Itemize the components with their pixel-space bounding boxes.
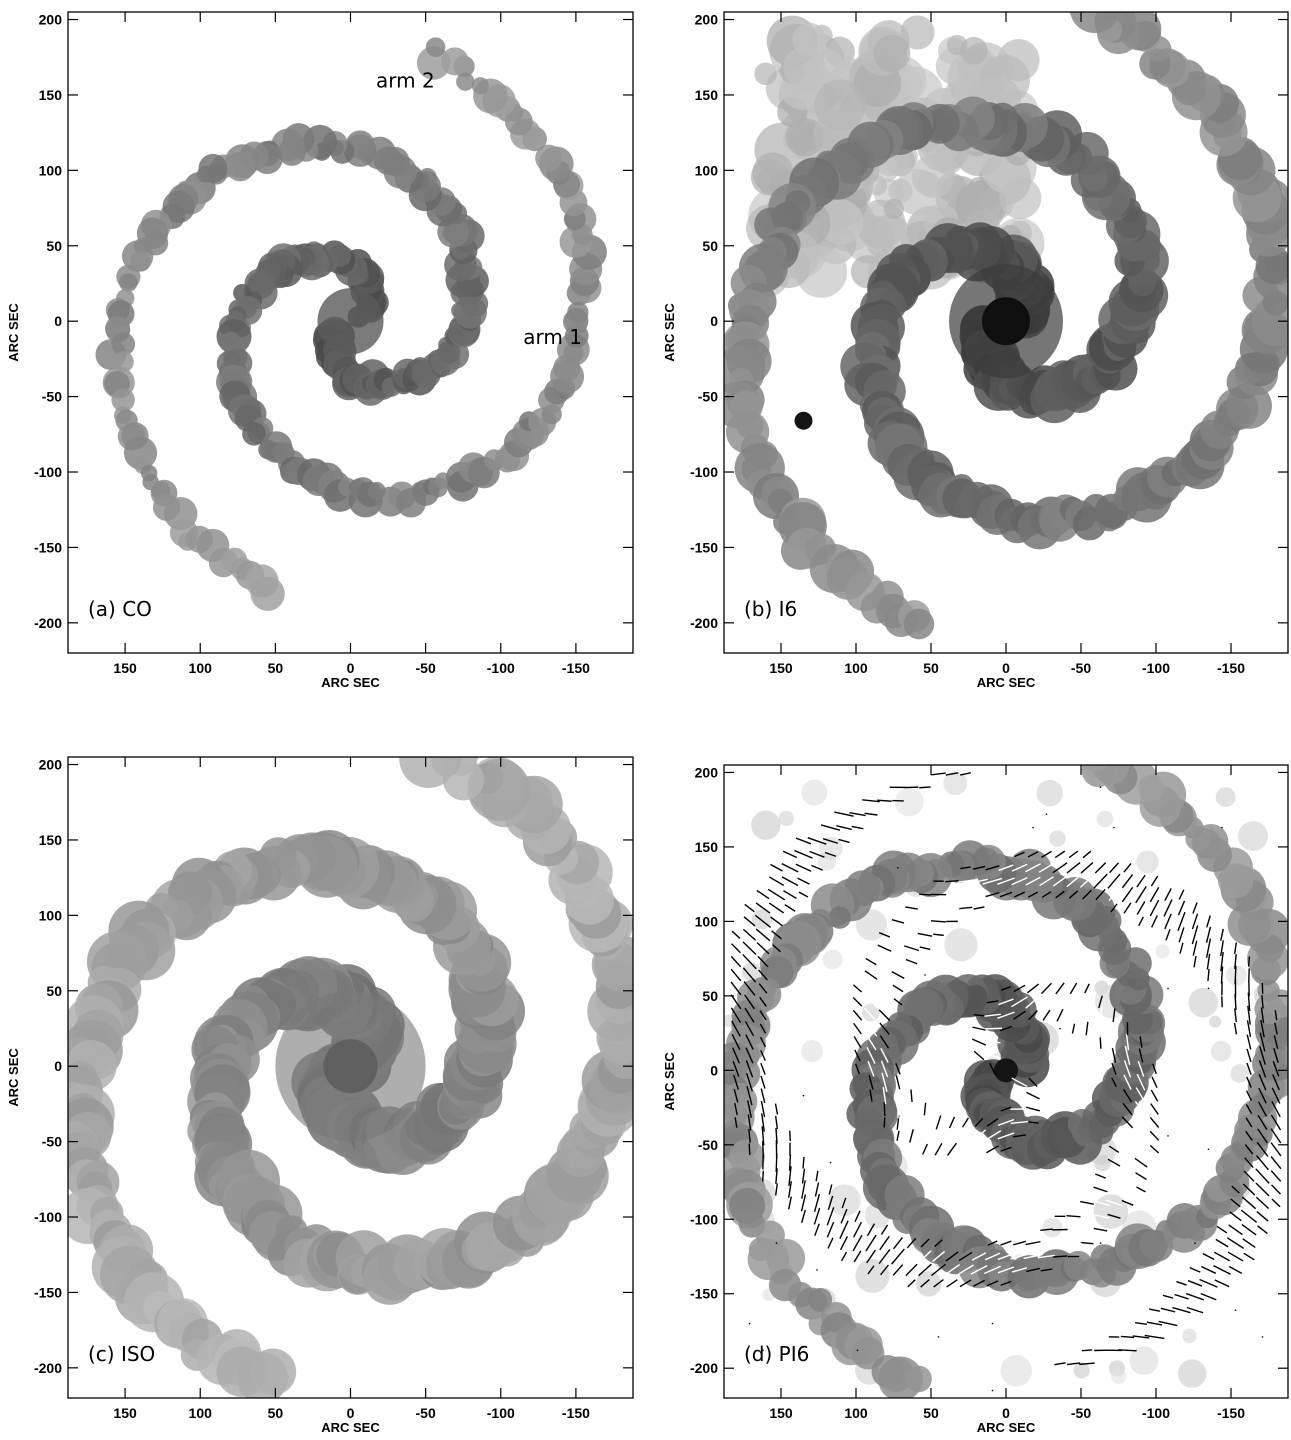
y-tick-label: 50 xyxy=(702,988,718,1004)
panel-label: (b) I6 xyxy=(744,597,797,621)
y-tick-label: -200 xyxy=(690,1360,718,1376)
x-tick-label: 50 xyxy=(923,660,939,676)
x-tick-label: -50 xyxy=(1071,1405,1091,1421)
y-tick-label: 100 xyxy=(695,162,719,178)
x-tick-label: 100 xyxy=(844,1405,868,1421)
x-tick-label: 100 xyxy=(189,1405,213,1421)
y-tick-label: -100 xyxy=(34,1209,62,1225)
y-axis-label: ARC SEC xyxy=(662,1052,677,1111)
x-tick-label: 150 xyxy=(769,660,793,676)
x-axis-label: ARC SEC xyxy=(321,675,380,690)
x-tick-label: -150 xyxy=(1217,660,1245,676)
x-tick-label: 0 xyxy=(1002,1405,1010,1421)
x-tick-label: 150 xyxy=(113,660,137,676)
y-tick-label: 50 xyxy=(702,238,718,254)
y-tick-label: 0 xyxy=(710,1062,718,1078)
y-tick-label: -50 xyxy=(698,1137,718,1153)
panel-c: 150 100 50 0 -50 -100 -150 200 150 100 50 0 -50 -100 -… xyxy=(6,730,651,1435)
galaxy-image xyxy=(710,739,1291,1401)
y-tick-label: -100 xyxy=(690,464,718,480)
y-tick-label: 200 xyxy=(39,12,63,28)
x-tick-label: -150 xyxy=(562,1405,590,1421)
galaxy-image xyxy=(47,730,651,1404)
y-tick-label: -150 xyxy=(690,539,718,555)
x-tick-label: 50 xyxy=(923,1405,939,1421)
x-tick-label: -50 xyxy=(416,660,436,676)
y-tick-label: 0 xyxy=(710,313,718,329)
y-tick-label: 150 xyxy=(39,832,63,848)
y-tick-label: 100 xyxy=(39,907,63,923)
x-tick-label: -100 xyxy=(487,660,515,676)
panel-label: (c) ISO xyxy=(88,1342,155,1366)
y-tick-label: -200 xyxy=(34,1360,62,1376)
y-tick-label: -100 xyxy=(34,464,62,480)
y-tick-label: 200 xyxy=(695,12,719,28)
x-tick-label: 0 xyxy=(347,660,355,676)
y-axis-label: ARC SEC xyxy=(6,303,21,362)
y-tick-label: -150 xyxy=(34,1284,62,1300)
y-tick-label: -50 xyxy=(42,389,62,405)
arm-label: arm 1 xyxy=(523,325,582,349)
panel-label: (a) CO xyxy=(88,597,152,621)
y-tick-label: -200 xyxy=(690,615,718,631)
x-tick-label: -100 xyxy=(487,1405,515,1421)
x-tick-label: 50 xyxy=(268,1405,284,1421)
x-tick-label: 0 xyxy=(1002,660,1010,676)
x-tick-label: 0 xyxy=(347,1405,355,1421)
y-tick-label: -150 xyxy=(690,1286,718,1302)
arm-label: arm 2 xyxy=(376,68,435,92)
y-tick-label: 150 xyxy=(695,87,719,103)
y-tick-label: -50 xyxy=(42,1134,62,1150)
y-tick-label: -100 xyxy=(690,1211,718,1227)
x-tick-label: 50 xyxy=(268,660,284,676)
y-tick-label: -50 xyxy=(698,389,718,405)
x-axis-label: ARC SEC xyxy=(977,1420,1036,1435)
x-tick-label: -50 xyxy=(416,1405,436,1421)
panel-label: (d) PI6 xyxy=(744,1342,809,1366)
galaxy-image xyxy=(714,0,1291,639)
y-tick-label: -200 xyxy=(34,615,62,631)
x-axis-label: ARC SEC xyxy=(977,675,1036,690)
x-tick-label: 150 xyxy=(769,1405,793,1421)
y-tick-label: 100 xyxy=(695,913,719,929)
y-axis-label: ARC SEC xyxy=(6,1048,21,1107)
x-tick-label: -150 xyxy=(562,660,590,676)
x-tick-label: -150 xyxy=(1217,1405,1245,1421)
y-tick-label: 200 xyxy=(695,764,719,780)
x-tick-label: -50 xyxy=(1071,660,1091,676)
panel-a: 150 100 50 0 -50 -100 -150 200 150 100 50 0 -50 -100 -… xyxy=(6,12,633,690)
y-tick-label: -150 xyxy=(34,539,62,555)
x-tick-label: -100 xyxy=(1142,660,1170,676)
panel-b: 150 100 50 0 -50 -100 -150 200 150 100 50 0 -50 -100 -… xyxy=(662,0,1291,690)
panel-d: 150 100 50 0 -50 -100 -150 200 150 100 50 0 -50 -100 -… xyxy=(662,739,1291,1435)
y-tick-label: 200 xyxy=(39,757,63,773)
x-tick-label: 100 xyxy=(189,660,213,676)
x-axis-label: ARC SEC xyxy=(321,1420,380,1435)
y-axis-label: ARC SEC xyxy=(662,303,677,362)
x-tick-label: 150 xyxy=(113,1405,137,1421)
y-tick-label: 0 xyxy=(54,1058,62,1074)
y-tick-label: 50 xyxy=(46,983,62,999)
y-tick-label: 0 xyxy=(54,313,62,329)
y-tick-label: 150 xyxy=(39,87,63,103)
x-tick-label: 100 xyxy=(844,660,868,676)
x-tick-label: -100 xyxy=(1142,1405,1170,1421)
y-tick-label: 100 xyxy=(39,162,63,178)
y-tick-label: 150 xyxy=(695,839,719,855)
y-tick-label: 50 xyxy=(46,238,62,254)
